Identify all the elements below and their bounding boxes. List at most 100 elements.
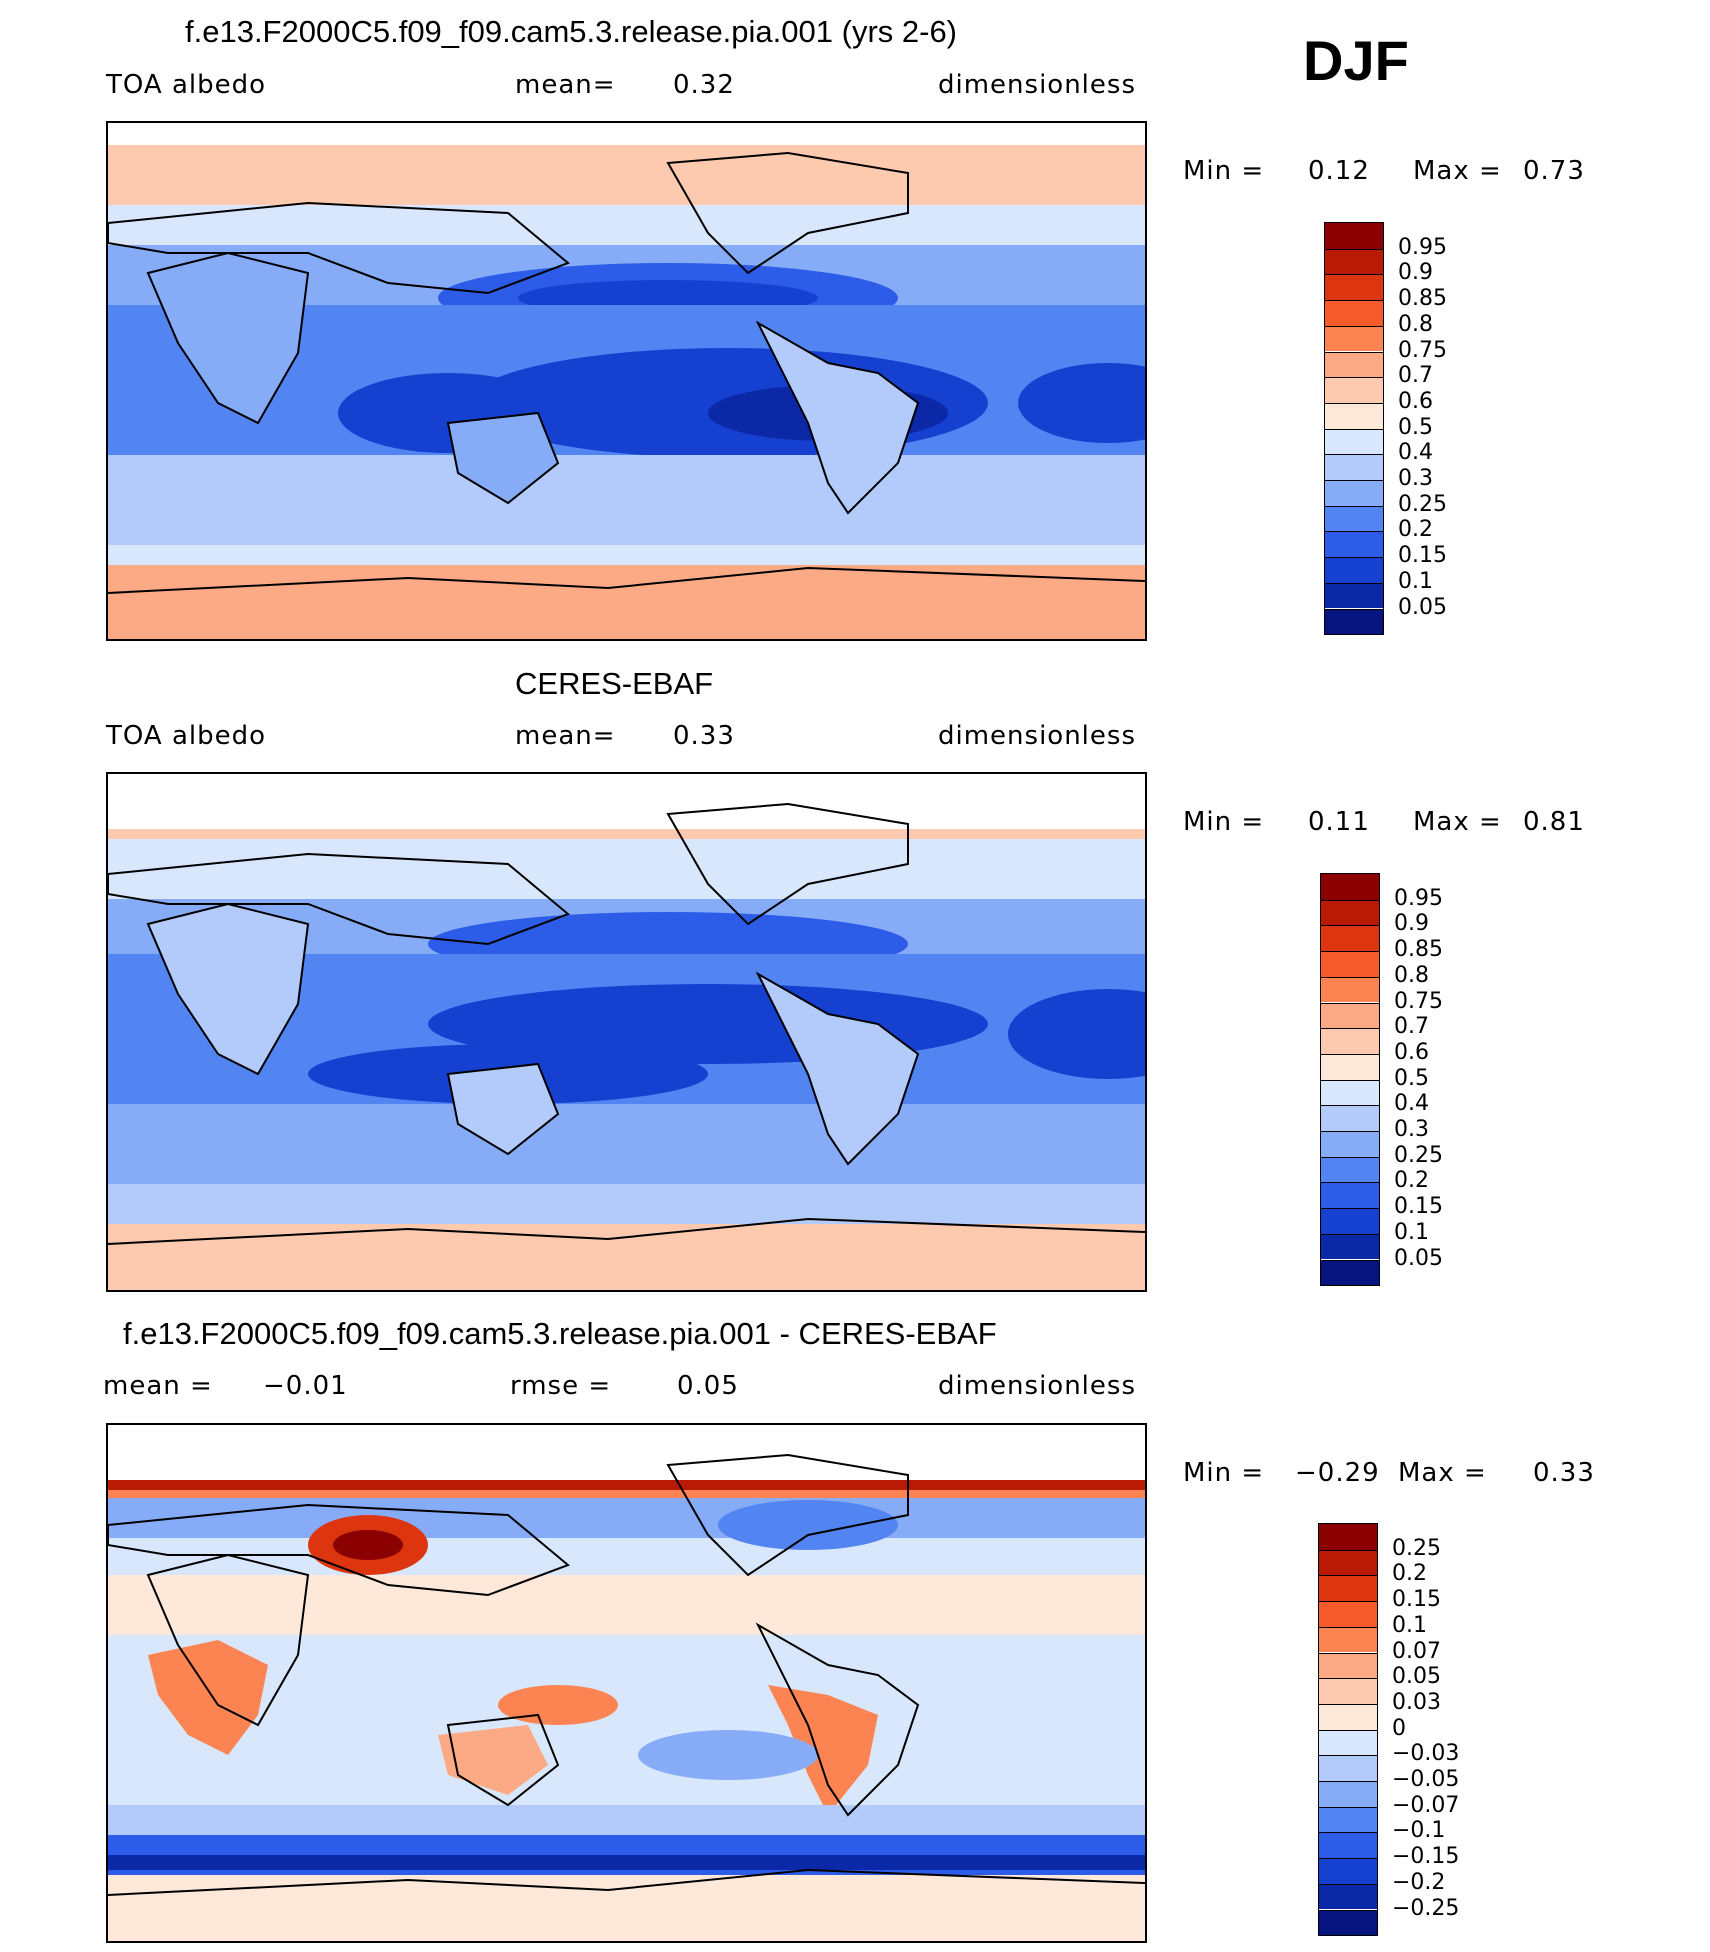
map-diff-albedo	[106, 1423, 1147, 1943]
colorbar-box	[1321, 1208, 1379, 1234]
colorbar-level-label: −0.25	[1392, 1895, 1460, 1921]
colorbar-box	[1319, 1678, 1377, 1704]
season-label: DJF	[1303, 29, 1409, 92]
colorbar-box	[1321, 976, 1379, 1003]
colorbar-box	[1321, 1131, 1379, 1157]
colorbar-level-label: 0.05	[1392, 1664, 1441, 1690]
colorbar-box	[1325, 325, 1383, 352]
colorbar-level-label: −0.2	[1392, 1869, 1446, 1895]
rmse-label: rmse =	[510, 1371, 612, 1401]
panel-title: f.e13.F2000C5.f09_f09.cam5.3.release.pia…	[123, 1316, 997, 1351]
colorbar-box	[1321, 1233, 1379, 1260]
colorbar-level-label: 0.5	[1398, 414, 1433, 440]
colorbar-level-label: 0.25	[1394, 1142, 1443, 1168]
colorbar-box	[1319, 1909, 1377, 1936]
colorbar-level-label: 0.6	[1394, 1039, 1429, 1065]
colorbar-box	[1321, 1028, 1379, 1054]
colorbar-box	[1325, 531, 1383, 558]
colorbar-box	[1321, 951, 1379, 977]
colorbar-level-label: 0.05	[1398, 594, 1447, 620]
max-label: Max =	[1413, 807, 1502, 837]
units-label: dimensionless	[938, 721, 1136, 751]
colorbar-box	[1321, 1156, 1379, 1183]
colorbar-level-label: 0.07	[1392, 1638, 1441, 1664]
colorbar-box	[1321, 1182, 1379, 1209]
colorbar-box	[1319, 1832, 1377, 1859]
units-label: dimensionless	[938, 1371, 1136, 1401]
panel-title: CERES-EBAF	[515, 666, 714, 701]
mean-label: mean=	[515, 70, 616, 100]
colorbar-level-label: 0.2	[1392, 1561, 1427, 1587]
colorbar-box	[1319, 1575, 1377, 1602]
colorbar-level-label: 0.7	[1394, 1014, 1429, 1040]
min-value: 0.12	[1308, 156, 1370, 186]
colorbar-box	[1319, 1524, 1377, 1550]
map-model-albedo	[106, 121, 1147, 641]
map-obs-albedo	[106, 772, 1147, 1292]
colorbar-box	[1325, 248, 1383, 275]
panel-title: f.e13.F2000C5.f09_f09.cam5.3.release.pia…	[185, 14, 958, 49]
mean-label: mean=	[515, 721, 616, 751]
colorbar-box	[1325, 351, 1383, 378]
variable-label: TOA albedo	[106, 721, 267, 751]
colorbar-box	[1319, 1626, 1377, 1653]
colorbar-level-label: 0.95	[1398, 234, 1447, 260]
colorbar-box	[1321, 1105, 1379, 1131]
colorbar-level-label: 0.15	[1394, 1194, 1443, 1220]
colorbar-boxes	[1318, 1523, 1378, 1937]
colorbar-box	[1325, 454, 1383, 480]
colorbar-level-label: 0.1	[1398, 568, 1433, 594]
colorbar-level-label: 0.95	[1394, 885, 1443, 911]
max-value: 0.73	[1523, 156, 1585, 186]
colorbar-box	[1321, 1259, 1379, 1286]
min-value: 0.11	[1308, 807, 1370, 837]
colorbar-level-label: 0.85	[1398, 286, 1447, 312]
variable-label: TOA albedo	[106, 70, 267, 100]
colorbar-box	[1325, 377, 1383, 403]
colorbar-box	[1319, 1781, 1377, 1807]
colorbar-level-label: 0.15	[1398, 543, 1447, 569]
colorbar-box	[1321, 925, 1379, 952]
colorbar-level-label: 0.3	[1394, 1117, 1429, 1142]
colorbar-level-label: 0.9	[1398, 260, 1433, 286]
colorbar-level-label: 0.75	[1398, 337, 1447, 363]
mean-value: 0.32	[673, 70, 735, 100]
min-label: Min =	[1183, 156, 1265, 186]
rmse-value: 0.05	[677, 1371, 739, 1401]
colorbar-box	[1325, 505, 1383, 532]
mean-label: mean =	[103, 1371, 213, 1401]
colorbar-level-label: 0.15	[1392, 1587, 1441, 1613]
colorbar-level-label: 0.4	[1394, 1091, 1429, 1117]
colorbar-box	[1321, 874, 1379, 900]
colorbar-level-label: −0.05	[1392, 1767, 1460, 1792]
colorbar-level-label: 0.25	[1392, 1535, 1441, 1561]
min-label: Min =	[1183, 807, 1265, 837]
colorbar-level-label: 0.85	[1394, 937, 1443, 963]
colorbar-box	[1319, 1549, 1377, 1576]
colorbar-box	[1321, 1002, 1379, 1029]
min-label: Min =	[1183, 1458, 1265, 1488]
colorbar-level-label: 0.25	[1398, 491, 1447, 517]
colorbar-box	[1319, 1703, 1377, 1730]
colorbar-box	[1319, 1601, 1377, 1627]
colorbar-level-label: 0.9	[1394, 911, 1429, 937]
colorbar-box	[1321, 899, 1379, 926]
colorbar-box	[1325, 428, 1383, 455]
colorbar-box	[1319, 1652, 1377, 1679]
colorbar-box	[1325, 582, 1383, 609]
colorbar-box	[1319, 1883, 1377, 1910]
min-value: −0.29	[1295, 1458, 1380, 1488]
colorbar-box	[1319, 1729, 1377, 1756]
colorbar-level-label: 0.8	[1394, 962, 1429, 988]
max-value: 0.81	[1523, 807, 1585, 837]
colorbar-box	[1321, 1079, 1379, 1106]
colorbar-level-label: −0.15	[1392, 1844, 1460, 1870]
colorbar-box	[1319, 1806, 1377, 1833]
colorbar-box	[1325, 223, 1383, 249]
colorbar-level-label: 0	[1392, 1715, 1406, 1741]
colorbar-box	[1325, 608, 1383, 635]
colorbar-level-label: 0.1	[1394, 1219, 1429, 1245]
colorbar-level-label: 0.75	[1394, 988, 1443, 1014]
colorbar-level-label: 0.03	[1392, 1689, 1441, 1715]
colorbar-level-label: 0.7	[1398, 363, 1433, 389]
